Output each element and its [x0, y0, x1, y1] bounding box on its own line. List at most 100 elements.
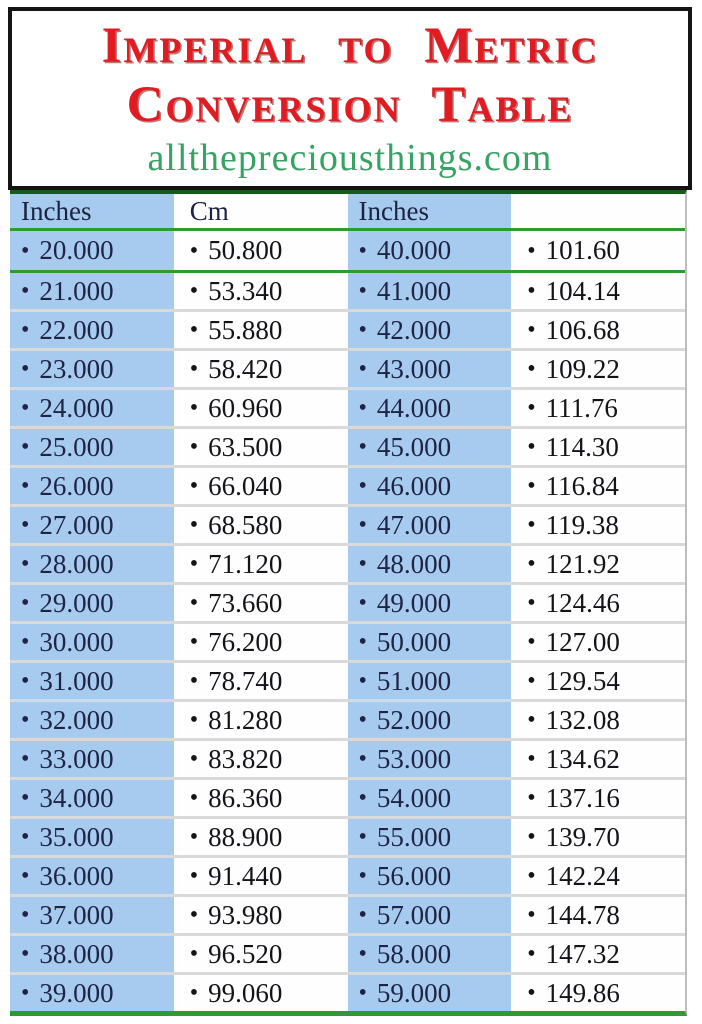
inches-cell: • 35.000 [10, 819, 179, 855]
bullet-icon: • [358, 356, 367, 382]
cell-value: 81.280 [208, 704, 283, 735]
bullet-icon: • [189, 356, 199, 382]
cell-value: 35.000 [39, 821, 114, 852]
bullet-icon: • [358, 980, 367, 1006]
bullet-icon: • [21, 629, 30, 655]
bullet-icon: • [21, 668, 30, 694]
bullet-icon: • [21, 278, 30, 304]
bullet-icon: • [21, 434, 30, 460]
column-header-inches-left: Inches [10, 194, 179, 228]
column-header-cm-right [516, 194, 685, 228]
bullet-icon: • [527, 395, 536, 421]
inches-cell: • 41.000 [347, 273, 517, 309]
bullet-icon: • [527, 746, 536, 772]
cell-value: 96.520 [208, 938, 283, 969]
bullet-icon: • [527, 785, 536, 811]
bullet-icon: • [358, 707, 367, 733]
cm-cell: • 96.520 [178, 936, 348, 972]
bullet-icon: • [21, 317, 30, 343]
table-row: • 31.000 • 78.740 • 51.000 • 129.54 [10, 660, 685, 699]
cell-value: 106.68 [545, 314, 620, 345]
cm-cell: • 63.500 [178, 429, 348, 465]
cm-cell: • 104.14 [516, 273, 685, 309]
cm-cell: • 68.580 [178, 507, 348, 543]
bullet-icon: • [527, 317, 536, 343]
bullet-icon: • [527, 902, 536, 928]
cell-value: 55.880 [208, 314, 283, 345]
bullet-icon: • [358, 746, 367, 772]
cell-value: 29.000 [39, 587, 114, 618]
bullet-icon: • [189, 785, 199, 811]
inches-cell: • 22.000 [10, 312, 179, 348]
column-header-cm-left: Cm [178, 194, 348, 228]
cm-cell: • 71.120 [178, 546, 348, 582]
cm-cell: • 53.340 [178, 273, 348, 309]
table-row: • 24.000 • 60.960 • 44.000 • 111.76 [10, 387, 685, 426]
table-row: • 36.000 • 91.440 • 56.000 • 142.24 [10, 855, 685, 894]
inches-cell: • 56.000 [347, 858, 517, 894]
bullet-icon: • [189, 746, 199, 772]
cell-value: 68.580 [208, 509, 283, 540]
column-header-label: Cm [189, 195, 229, 226]
cell-value: 51.000 [376, 665, 452, 696]
cell-value: 24.000 [39, 392, 114, 423]
cell-value: 38.000 [39, 938, 114, 969]
cell-value: 39.000 [39, 977, 114, 1008]
bullet-icon: • [189, 668, 199, 694]
cell-value: 40.000 [376, 235, 452, 265]
cell-value: 134.62 [545, 743, 620, 774]
cell-value: 20.000 [39, 235, 114, 265]
cell-value: 114.30 [545, 431, 619, 462]
cell-value: 73.660 [208, 587, 283, 618]
cm-cell: • 88.900 [178, 819, 348, 855]
inches-cell: • 31.000 [10, 663, 179, 699]
cell-value: 32.000 [39, 704, 114, 735]
cm-cell: • 106.68 [516, 312, 685, 348]
table-body: • 20.000 • 50.800 • 40.000 • 101.60 • 21.000 • 53.3… [10, 231, 685, 1011]
inches-cell: • 29.000 [10, 585, 179, 621]
inches-cell: • 58.000 [347, 936, 517, 972]
inches-cell: • 48.000 [347, 546, 517, 582]
bullet-icon: • [21, 980, 30, 1006]
cell-value: 30.000 [39, 626, 114, 657]
cell-value: 55.000 [376, 821, 452, 852]
bullet-icon: • [527, 473, 536, 499]
cell-value: 45.000 [376, 431, 452, 462]
inches-cell: • 38.000 [10, 936, 179, 972]
cm-cell: • 134.62 [516, 741, 685, 777]
cm-cell: • 109.22 [516, 351, 685, 387]
bullet-icon: • [189, 278, 199, 304]
inches-cell: • 36.000 [10, 858, 179, 894]
cell-value: 26.000 [39, 470, 114, 501]
header-box: Imperial to Metric Conversion Table allt… [8, 7, 692, 190]
table-row: • 30.000 • 76.200 • 50.000 • 127.00 [10, 621, 685, 660]
bullet-icon: • [358, 902, 367, 928]
bullet-icon: • [21, 512, 30, 538]
inches-cell: • 32.000 [10, 702, 179, 738]
cell-value: 104.14 [545, 275, 620, 306]
table-row: • 27.000 • 68.580 • 47.000 • 119.38 [10, 504, 685, 543]
bullet-icon: • [189, 590, 199, 616]
inches-cell: • 44.000 [347, 390, 517, 426]
bullet-icon: • [527, 941, 536, 967]
bullet-icon: • [527, 707, 536, 733]
table-row: • 38.000 • 96.520 • 58.000 • 147.32 [10, 933, 685, 972]
cell-value: 52.000 [376, 704, 452, 735]
bullet-icon: • [358, 629, 367, 655]
cm-cell: • 137.16 [516, 780, 685, 816]
bullet-icon: • [527, 278, 536, 304]
inches-cell: • 39.000 [10, 975, 179, 1011]
inches-cell: • 30.000 [10, 624, 179, 660]
cell-value: 101.60 [545, 235, 620, 265]
table-row: • 23.000 • 58.420 • 43.000 • 109.22 [10, 348, 685, 387]
cm-cell: • 119.38 [516, 507, 685, 543]
bullet-icon: • [358, 863, 367, 889]
cell-value: 116.84 [545, 470, 619, 501]
cell-value: 44.000 [376, 392, 452, 423]
bullet-icon: • [189, 629, 199, 655]
inches-cell: • 53.000 [347, 741, 517, 777]
inches-cell: • 21.000 [10, 273, 179, 309]
inches-cell: • 49.000 [347, 585, 517, 621]
cell-value: 53.340 [208, 275, 283, 306]
table-row: • 35.000 • 88.900 • 55.000 • 139.70 [10, 816, 685, 855]
